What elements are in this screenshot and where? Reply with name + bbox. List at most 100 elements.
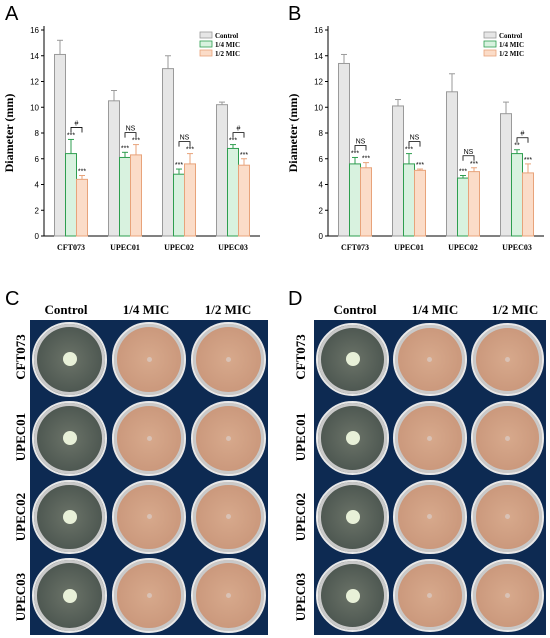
bacterial-colony [62, 588, 77, 603]
chart-a-bar-1-4-mic [227, 147, 239, 237]
c-dish-cft073-control [32, 322, 108, 397]
chart-b-y-tick-label: 14 [314, 52, 323, 61]
chart-b-significance-stars: *** [362, 156, 370, 163]
header-quarter-mic-d: 1/4 MIC [411, 302, 459, 317]
bacterial-colony [427, 356, 433, 362]
chart-b-bar-1-4-mic [511, 153, 523, 237]
c-dish-upec02-control [32, 479, 108, 555]
chart-a-bar-1-2-mic [130, 154, 142, 237]
chart-a-bar-1-2-mic [238, 164, 250, 237]
row-label-d-upec03: UPEC03 [293, 572, 308, 622]
chart-b-significance-stars: *** [459, 168, 467, 175]
row-label-c-upec01: UPEC01 [13, 412, 28, 462]
chart-b-y-tick-label: 0 [319, 232, 324, 241]
chart-a-y-tick-label: 16 [30, 26, 39, 35]
chart-a-x-tick-label: UPEC02 [164, 243, 194, 252]
chart-a-bar-1-4-mic [173, 173, 185, 237]
d-dish-upec01-control [316, 401, 390, 475]
chart-b-x-tick-label: UPEC01 [394, 243, 424, 252]
chart-b-significance-stars: *** [405, 147, 413, 154]
d-dish-upec02-half-mic [470, 480, 544, 554]
c-dish-upec02-half-mic [190, 479, 266, 555]
bacterial-colony [345, 431, 360, 446]
chart-b-comparison-bracket [462, 155, 475, 161]
chart-a-y-axis-label: Diameter (mm) [2, 94, 16, 173]
bacterial-colony [62, 352, 77, 367]
chart-b-legend-swatch [483, 49, 497, 57]
chart-b-legend-label: 1/4 MIC [499, 41, 524, 49]
petri-photo-grid-c [30, 320, 268, 635]
chart-b-legend-label: 1/2 MIC [499, 50, 524, 58]
chart-b-comparison-label: NS [410, 135, 420, 142]
chart-a-bar-1-4-mic [65, 153, 77, 237]
d-dish-upec01-quarter-mic [393, 401, 467, 475]
chart-b-x-tick-label: CFT073 [341, 243, 369, 252]
chart-b-significance-stars: *** [351, 150, 359, 157]
bacterial-colony [504, 356, 510, 362]
chart-b-comparison-bracket [408, 141, 421, 147]
bacterial-colony [345, 352, 360, 367]
chart-a-significance-stars: *** [186, 147, 194, 154]
panel-label-a: A [5, 3, 19, 25]
chart-a-bar-1-4-mic [119, 156, 131, 237]
row-label-d-cft073: CFT073 [293, 334, 308, 380]
d-dish-upec03-control [316, 558, 390, 633]
d-dish-upec02-control [316, 480, 390, 554]
chart-b-comparison-label: NS [464, 149, 474, 156]
chart-b-comparison-bracket [516, 137, 529, 143]
panel-label-b: B [288, 3, 302, 25]
chart-a-legend-swatch [199, 40, 213, 48]
chart-a-significance-stars: *** [175, 162, 183, 169]
chart-b-comparison-bracket [354, 145, 367, 151]
chart-a-bar-control [54, 53, 66, 237]
bacterial-colony [146, 514, 152, 520]
bacterial-colony [146, 356, 152, 362]
chart-b-significance-stars: *** [470, 161, 478, 168]
bacterial-colony [225, 593, 231, 599]
bacterial-colony [345, 509, 360, 524]
chart-b-y-tick-label: 16 [314, 26, 323, 35]
chart-a-comparison-label: NS [126, 126, 136, 133]
chart-a-y-tick-label: 12 [30, 78, 39, 87]
header-half-mic-c: 1/2 MIC [204, 302, 252, 317]
chart-a-legend-swatch [199, 31, 213, 39]
chart-a-comparison-bracket [232, 132, 245, 138]
chart-b-bar-1-2-mic [360, 167, 372, 237]
c-dish-upec03-control [32, 558, 108, 633]
d-dish-upec03-quarter-mic [393, 558, 467, 633]
chart-a-significance-stars: *** [229, 138, 237, 145]
bacterial-colony [504, 514, 510, 520]
c-dish-upec01-quarter-mic [111, 400, 187, 476]
header-control-d: Control [333, 302, 377, 317]
chart-a-comparison-bracket [70, 127, 83, 133]
chart-a-comparison-label: NS [180, 135, 190, 142]
chart-a-x-tick-label: UPEC03 [218, 243, 248, 252]
chart-a-bar-control [162, 68, 174, 237]
chart-a-significance-stars: *** [78, 168, 86, 175]
chart-a-y-tick-label: 2 [35, 206, 40, 215]
chart-b-bar-control [500, 113, 512, 237]
chart-a-bar-1-2-mic [184, 163, 196, 237]
petri-photo-grid-d [314, 320, 546, 635]
chart-a-x-tick-label: CFT073 [57, 243, 85, 252]
chart-a-y-tick-label: 10 [30, 103, 39, 112]
row-label-d-upec02: UPEC02 [293, 492, 308, 542]
chart-b-bar-1-4-mic [457, 177, 469, 237]
bacterial-colony [504, 435, 510, 441]
bacterial-colony [427, 593, 433, 599]
chart-b-y-axis-label: Diameter (mm) [286, 94, 300, 173]
c-dish-upec03-quarter-mic [111, 558, 187, 633]
c-dish-upec02-quarter-mic [111, 479, 187, 555]
row-label-c-upec02: UPEC02 [13, 492, 28, 542]
chart-a-x-tick-label: UPEC01 [110, 243, 140, 252]
bacterial-colony [225, 435, 231, 441]
chart-a-comparison-label: # [237, 126, 241, 133]
chart-b-significance-stars: *** [524, 157, 532, 164]
chart-b-y-tick-label: 10 [314, 103, 323, 112]
chart-a-significance-stars: *** [67, 132, 75, 139]
chart-b-bar-control [392, 105, 404, 237]
chart-a-bar-1-2-mic [76, 178, 88, 237]
chart-b-comparison-label: # [521, 131, 525, 138]
c-dish-upec01-half-mic [190, 400, 266, 476]
bacterial-colony [504, 593, 510, 599]
